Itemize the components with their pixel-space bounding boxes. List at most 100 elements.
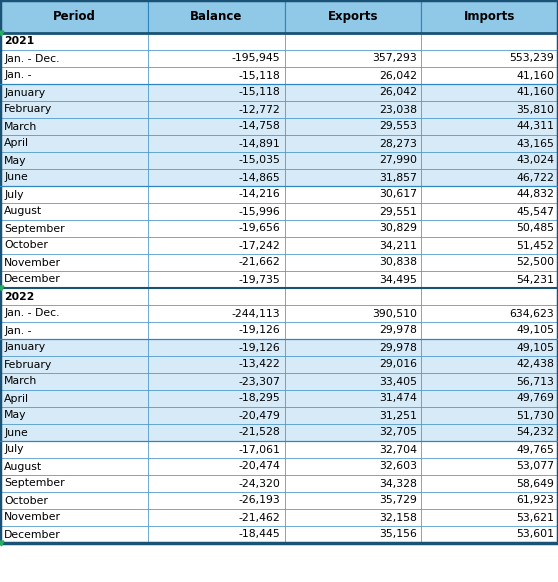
Bar <box>0 220 148 237</box>
Text: 32,603: 32,603 <box>379 462 417 471</box>
Bar <box>421 458 558 475</box>
Text: 34,495: 34,495 <box>379 275 417 285</box>
Bar <box>285 152 421 169</box>
Text: -19,126: -19,126 <box>239 342 281 353</box>
Text: 23,038: 23,038 <box>379 105 417 115</box>
Text: November: November <box>4 513 61 523</box>
Text: 35,810: 35,810 <box>516 105 554 115</box>
Bar <box>148 339 285 356</box>
Text: May: May <box>4 155 26 165</box>
Text: -19,656: -19,656 <box>239 223 281 233</box>
Text: 32,705: 32,705 <box>379 428 417 438</box>
Bar <box>421 475 558 492</box>
Text: 44,311: 44,311 <box>516 122 554 132</box>
Text: July: July <box>4 445 23 455</box>
Text: 32,704: 32,704 <box>379 445 417 455</box>
Text: 43,165: 43,165 <box>516 139 554 148</box>
Text: -18,295: -18,295 <box>239 393 281 403</box>
Bar <box>285 203 421 220</box>
Bar <box>0 152 148 169</box>
Text: -17,242: -17,242 <box>239 240 281 250</box>
Text: -19,126: -19,126 <box>239 325 281 335</box>
Text: -14,891: -14,891 <box>239 139 281 148</box>
Bar <box>0 288 148 305</box>
Bar <box>148 356 285 373</box>
Bar <box>421 373 558 390</box>
Text: September: September <box>4 223 65 233</box>
Text: 29,551: 29,551 <box>379 207 417 217</box>
Text: 34,211: 34,211 <box>379 240 417 250</box>
Bar <box>0 509 148 526</box>
Text: 26,042: 26,042 <box>379 87 417 98</box>
Bar <box>285 339 421 356</box>
Text: August: August <box>4 207 42 217</box>
Text: February: February <box>4 360 52 370</box>
Bar <box>148 203 285 220</box>
Text: November: November <box>4 257 61 268</box>
Bar <box>285 441 421 458</box>
Bar <box>421 135 558 152</box>
Bar <box>285 84 421 101</box>
Text: -14,758: -14,758 <box>239 122 281 132</box>
Bar <box>421 0 558 33</box>
Text: -15,118: -15,118 <box>239 87 281 98</box>
Bar <box>0 526 148 543</box>
Text: August: August <box>4 462 42 471</box>
Bar <box>0 305 148 322</box>
Bar <box>421 254 558 271</box>
Text: 53,601: 53,601 <box>516 530 554 540</box>
Text: Period: Period <box>52 10 95 23</box>
Bar <box>0 373 148 390</box>
Text: Jan. - Dec.: Jan. - Dec. <box>4 308 60 318</box>
Text: -20,479: -20,479 <box>239 410 281 421</box>
Text: 30,829: 30,829 <box>379 223 417 233</box>
Bar <box>421 288 558 305</box>
Bar <box>421 356 558 373</box>
Text: 50,485: 50,485 <box>516 223 554 233</box>
Bar <box>421 322 558 339</box>
Bar <box>285 271 421 288</box>
Text: October: October <box>4 495 48 506</box>
Bar <box>148 526 285 543</box>
Text: 44,832: 44,832 <box>516 190 554 200</box>
Bar <box>148 424 285 441</box>
Text: 35,156: 35,156 <box>379 530 417 540</box>
Bar <box>285 33 421 50</box>
Bar <box>421 237 558 254</box>
Bar <box>285 390 421 407</box>
Text: 29,553: 29,553 <box>379 122 417 132</box>
Bar <box>285 254 421 271</box>
Bar <box>148 441 285 458</box>
Bar <box>148 67 285 84</box>
Bar <box>148 254 285 271</box>
Bar <box>421 101 558 118</box>
Text: 56,713: 56,713 <box>516 377 554 386</box>
Bar <box>0 492 148 509</box>
Bar <box>421 271 558 288</box>
Text: 49,105: 49,105 <box>516 342 554 353</box>
Bar <box>148 220 285 237</box>
Bar <box>148 509 285 526</box>
Bar <box>285 135 421 152</box>
Bar <box>148 475 285 492</box>
Bar <box>0 84 148 101</box>
Text: 53,077: 53,077 <box>516 462 554 471</box>
Bar <box>148 50 285 67</box>
Text: 29,978: 29,978 <box>379 342 417 353</box>
Bar <box>421 390 558 407</box>
Bar <box>285 407 421 424</box>
Bar <box>421 526 558 543</box>
Bar <box>0 458 148 475</box>
Bar <box>148 84 285 101</box>
Text: -21,662: -21,662 <box>239 257 281 268</box>
Bar <box>285 458 421 475</box>
Bar <box>148 152 285 169</box>
Bar <box>148 492 285 509</box>
Text: 41,160: 41,160 <box>516 87 554 98</box>
Text: 54,232: 54,232 <box>516 428 554 438</box>
Bar <box>421 305 558 322</box>
Text: 26,042: 26,042 <box>379 70 417 80</box>
Text: -244,113: -244,113 <box>232 308 281 318</box>
Text: April: April <box>4 139 29 148</box>
Text: 390,510: 390,510 <box>372 308 417 318</box>
